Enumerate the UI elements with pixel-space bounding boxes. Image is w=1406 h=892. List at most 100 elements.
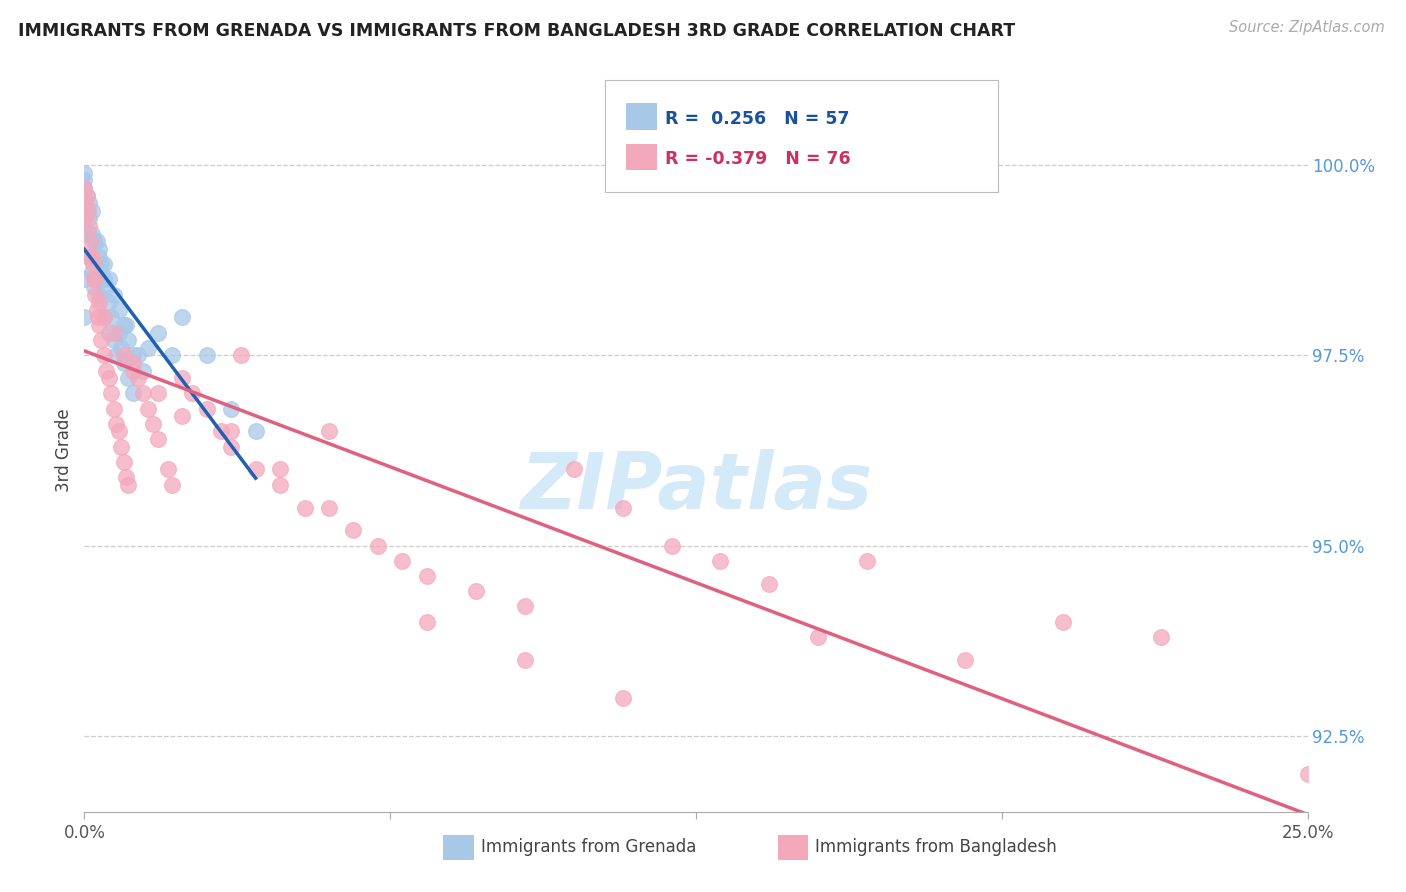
Point	[73, 219, 96, 233]
Point	[100, 310, 122, 325]
Point	[110, 341, 132, 355]
Point	[162, 348, 184, 362]
Point	[73, 173, 96, 187]
Point	[83, 235, 105, 249]
Point	[209, 425, 232, 439]
Point	[146, 432, 169, 446]
Point	[76, 188, 98, 202]
Point	[73, 227, 96, 241]
Point	[87, 242, 110, 256]
Point	[172, 409, 194, 424]
Point	[661, 539, 683, 553]
Point	[97, 371, 120, 385]
Point	[86, 302, 108, 317]
Point	[294, 500, 316, 515]
Point	[612, 500, 634, 515]
Point	[93, 310, 115, 325]
Text: ZIPatlas: ZIPatlas	[520, 449, 872, 524]
Point	[83, 235, 105, 249]
Point	[77, 203, 100, 218]
Point	[416, 615, 439, 629]
Point	[172, 310, 194, 325]
Point	[73, 181, 96, 195]
Point	[117, 477, 139, 491]
Point	[77, 250, 100, 264]
Point	[80, 203, 103, 218]
Point	[562, 462, 585, 476]
Point	[146, 386, 169, 401]
Point	[136, 401, 159, 416]
Text: Immigrants from Bangladesh: Immigrants from Bangladesh	[815, 838, 1057, 856]
Point	[269, 462, 291, 476]
Point	[77, 227, 100, 241]
Point	[79, 235, 101, 249]
Point	[156, 462, 179, 476]
Point	[82, 257, 104, 271]
Point	[86, 272, 108, 286]
Point	[342, 524, 364, 538]
Point	[73, 310, 96, 325]
Point	[709, 554, 731, 568]
Point	[127, 348, 149, 362]
Point	[367, 539, 389, 553]
Point	[513, 599, 536, 614]
Point	[93, 257, 115, 271]
Point	[122, 356, 145, 370]
Point	[103, 401, 125, 416]
Point	[77, 219, 100, 233]
Point	[464, 584, 486, 599]
Point	[73, 181, 96, 195]
Point	[93, 310, 115, 325]
Point	[953, 652, 976, 666]
Point	[93, 348, 115, 362]
Point	[76, 188, 98, 202]
Point	[105, 348, 128, 362]
Point	[97, 326, 120, 340]
Point	[90, 257, 112, 271]
Point	[318, 500, 340, 515]
Point	[77, 250, 100, 264]
Point	[132, 363, 155, 377]
Point	[73, 188, 96, 202]
Point	[87, 287, 110, 301]
Point	[87, 295, 110, 310]
Point	[1150, 630, 1173, 644]
Point	[97, 295, 120, 310]
Point	[807, 630, 830, 644]
Y-axis label: 3rd Grade: 3rd Grade	[55, 409, 73, 492]
Text: Source: ZipAtlas.com: Source: ZipAtlas.com	[1229, 20, 1385, 35]
Point	[90, 333, 112, 347]
Point	[87, 318, 110, 332]
Point	[77, 211, 100, 226]
Point	[181, 386, 204, 401]
Point	[117, 371, 139, 385]
Point	[112, 455, 135, 469]
Point	[83, 280, 105, 294]
Point	[103, 333, 125, 347]
Point	[80, 227, 103, 241]
Point	[73, 211, 96, 226]
Point	[83, 272, 105, 286]
Point	[136, 341, 159, 355]
Point	[758, 576, 780, 591]
Point	[73, 211, 96, 226]
Point	[87, 310, 110, 325]
Point	[103, 287, 125, 301]
Point	[513, 652, 536, 666]
Point	[80, 265, 103, 279]
Point	[83, 272, 105, 286]
Point	[269, 477, 291, 491]
Point	[84, 287, 107, 301]
Point	[73, 272, 96, 286]
Point	[103, 326, 125, 340]
Point	[219, 440, 242, 454]
Point	[80, 250, 103, 264]
Point	[416, 569, 439, 583]
Point	[97, 272, 120, 286]
Point	[856, 554, 879, 568]
Point	[105, 417, 128, 431]
Point	[73, 166, 96, 180]
Point	[219, 401, 242, 416]
Point	[87, 250, 110, 264]
Point	[1296, 766, 1319, 780]
